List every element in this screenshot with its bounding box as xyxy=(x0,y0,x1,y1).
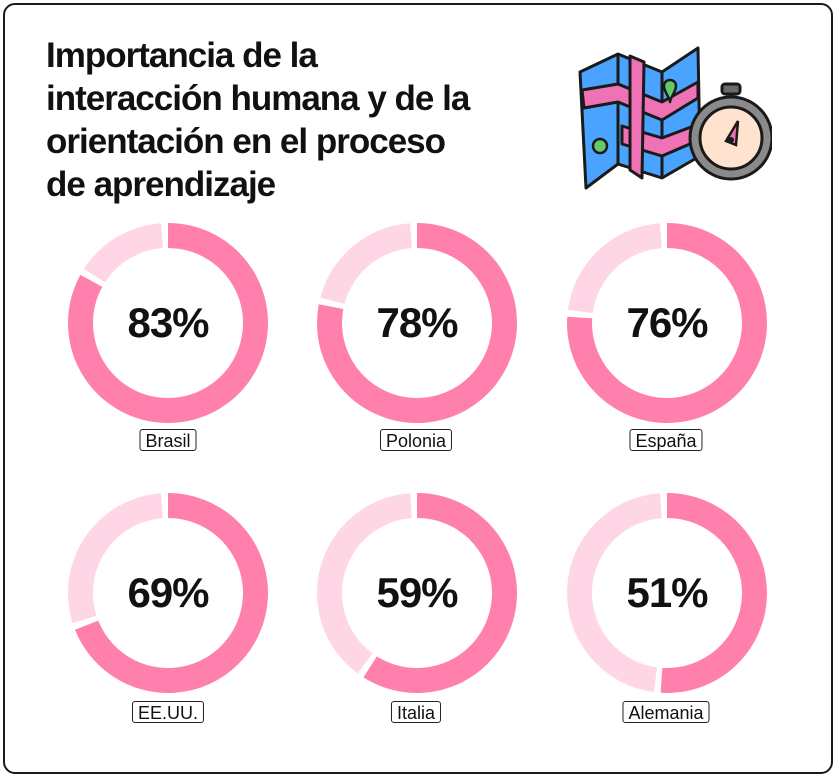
category-label-polonia: Polonia xyxy=(379,429,453,451)
category-label-eeuu: EE.UU. xyxy=(131,701,205,723)
donut-svg xyxy=(68,223,268,423)
title-line-4: de aprendizaje xyxy=(46,165,276,204)
donut-polonia: 78% xyxy=(312,218,522,428)
donut-brasil: 83% xyxy=(63,218,273,428)
category-label-espana: España xyxy=(629,429,703,451)
donut-espana: 76% xyxy=(562,218,772,428)
donut-eeuu: 69% xyxy=(63,488,273,698)
donut-alemania: 51% xyxy=(562,488,772,698)
chart-title: Importancia de la interacción humana y d… xyxy=(46,34,506,206)
map-compass-illustration xyxy=(578,46,772,190)
donut-svg xyxy=(567,223,767,423)
donut-svg xyxy=(317,223,517,423)
donut-remainder-Polonia xyxy=(320,223,412,304)
donut-svg xyxy=(317,493,517,693)
donut-remainder-España xyxy=(567,223,662,314)
compass-icon xyxy=(688,82,772,181)
donut-svg xyxy=(567,493,767,693)
donut-remainder-Alemania xyxy=(567,493,662,693)
title-line-1: Importancia de la xyxy=(46,36,318,75)
donut-remainder-Italia xyxy=(317,493,412,674)
donut-italia: 59% xyxy=(312,488,522,698)
category-label-brasil: Brasil xyxy=(139,429,197,451)
donut-value-arc-Italia xyxy=(363,493,517,693)
donut-remainder-EE.UU. xyxy=(68,493,163,624)
category-label-italia: Italia xyxy=(390,701,442,723)
title-line-3: orientación en el proceso xyxy=(46,122,446,161)
title-line-2: interacción humana y de la xyxy=(46,79,470,118)
folded-map-icon xyxy=(578,46,702,190)
donut-value-arc-Alemania xyxy=(660,493,767,693)
donut-svg xyxy=(68,493,268,693)
category-label-alemania: Alemania xyxy=(622,701,710,723)
donut-remainder-Brasil xyxy=(83,223,163,283)
